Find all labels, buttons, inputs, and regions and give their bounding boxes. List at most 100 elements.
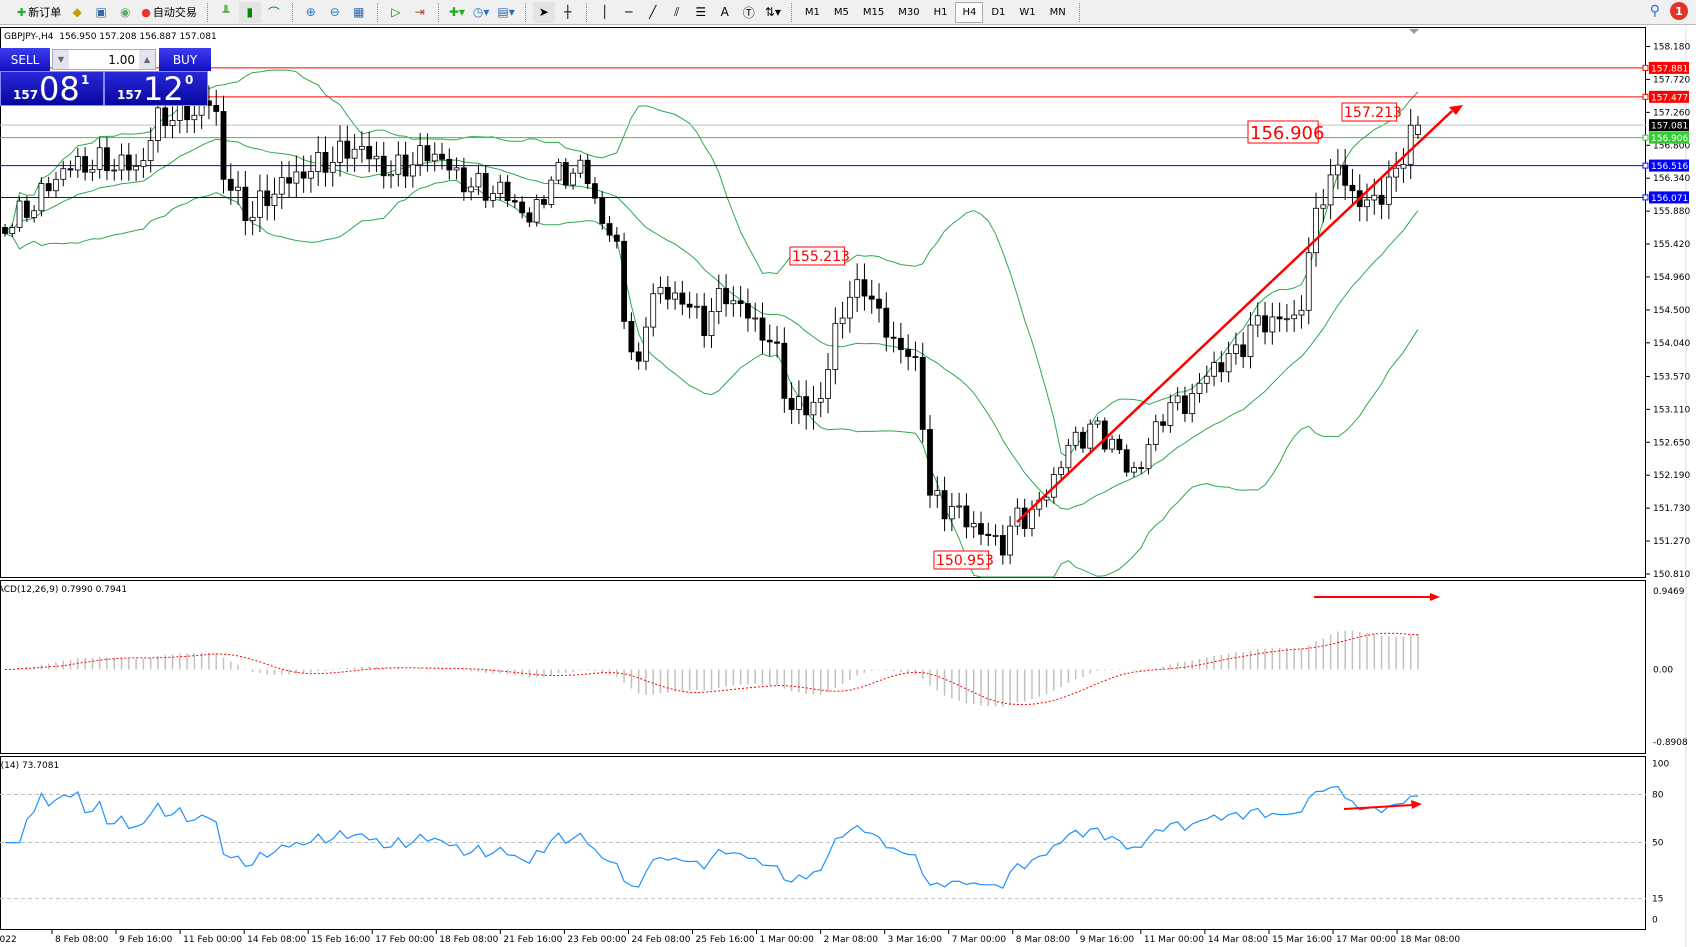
tile-windows-button[interactable]: ▦ (348, 2, 370, 23)
timeframe-h4[interactable]: H4 (955, 1, 984, 23)
cursor-button[interactable]: ➤ (532, 1, 555, 23)
templates-button[interactable]: ▤▾ (494, 2, 517, 23)
indicators-button[interactable]: ✚▾ (446, 2, 468, 23)
search-icon[interactable]: ⚲ (1649, 3, 1660, 19)
lot-size-input[interactable]: 1.00 (108, 52, 135, 67)
sell-button[interactable]: SELL (0, 48, 50, 71)
periods-button[interactable]: ◷▾ (470, 2, 493, 23)
fibonacci-button[interactable]: ☰ (690, 2, 712, 23)
new-order-icon: ✚ (17, 5, 27, 19)
candle-body (1123, 449, 1130, 473)
candle-body (548, 179, 555, 205)
candle-body (1298, 309, 1305, 316)
candle-body (140, 160, 147, 167)
lot-increase-icon[interactable]: ▲ (139, 50, 155, 69)
shift-marker-icon[interactable] (1409, 29, 1419, 34)
timeframe-mn[interactable]: MN (1049, 6, 1066, 18)
candle-body (366, 145, 373, 160)
crosshair-button[interactable]: ┼ (557, 2, 579, 23)
candle-body (125, 154, 132, 171)
chart-area[interactable]: 157.213 156.906 155.213 150.953 158.180 157.… (0, 25, 1696, 947)
candle-body (1116, 438, 1123, 451)
candle-body (978, 523, 984, 535)
buy-price[interactable]: 157 12 0 (104, 70, 208, 108)
lot-decrease-icon[interactable]: ▼ (53, 50, 69, 69)
candle-body (606, 223, 613, 236)
auto-trading-button[interactable]: ● 自动交易 (141, 5, 197, 20)
candle-body (759, 317, 766, 341)
price-tick-label: 156.340 (1653, 174, 1690, 184)
line-chart-button[interactable]: ⌒ (263, 2, 285, 23)
bar-chart-button[interactable]: ╨ (215, 2, 237, 23)
notification-badge[interactable]: 1 (1670, 2, 1688, 20)
timeframe-d1[interactable]: D1 (991, 6, 1006, 18)
line-handle-icon (1642, 134, 1649, 141)
candle-body (694, 305, 700, 308)
candle-body (934, 490, 941, 496)
arrows-button[interactable]: ⇅▾ (762, 2, 784, 23)
timeframe-m1[interactable]: M1 (804, 6, 820, 18)
lot-size-stepper[interactable]: ▼ 1.00 ▲ (52, 49, 156, 70)
market-watch-button[interactable]: ◆ (66, 2, 88, 23)
time-axis-label: 23 Feb 00:00 (567, 935, 626, 945)
price-tick-label: 155.880 (1653, 207, 1690, 217)
candle-body (191, 114, 198, 121)
horizontal-line-button[interactable]: ─ (618, 2, 640, 23)
candle-body (1007, 525, 1014, 556)
candle-body (679, 292, 686, 305)
candle-body (1393, 167, 1400, 178)
candle-body (1291, 314, 1298, 320)
candle-body (562, 162, 569, 186)
candle-body (1109, 438, 1115, 450)
zoom-out-button[interactable]: ⊖ (324, 2, 346, 23)
candle-body (788, 397, 795, 410)
candle-body (1174, 395, 1181, 404)
time-axis-label: 8 Mar 08:00 (1016, 935, 1071, 945)
channel-button[interactable]: ⫽ (666, 2, 688, 23)
vertical-line-button[interactable]: │ (594, 2, 616, 23)
text-label-button[interactable]: Ⓣ (738, 2, 760, 23)
clock-icon: ◷▾ (472, 5, 490, 19)
timeframe-h1[interactable]: H1 (933, 6, 948, 18)
sell-price[interactable]: 157 08 1 (0, 70, 104, 108)
timeframe-m15[interactable]: M15 (862, 6, 885, 18)
navigator-button[interactable]: ▣ (90, 2, 112, 23)
timeframe-w1[interactable]: W1 (1019, 6, 1036, 18)
candle-body (1233, 344, 1239, 354)
candle-body (628, 320, 635, 353)
candle-body (1276, 316, 1283, 320)
signals-button[interactable]: ◉ (114, 2, 136, 23)
text-button[interactable]: A (714, 2, 736, 23)
zoom-out-icon: ⊖ (329, 5, 340, 19)
chart-header: GBPJPY-,H4 156.950 157.208 156.887 157.0… (4, 32, 217, 42)
line-chart-icon: ⌒ (267, 5, 280, 20)
chart-shift-button[interactable]: ⇥ (409, 2, 431, 23)
cursor-icon: ➤ (538, 5, 549, 19)
candle-body (147, 140, 154, 162)
trendline-arrow-icon (1449, 105, 1463, 115)
candle-body (846, 296, 853, 319)
candle-body (992, 535, 999, 537)
rsi-axis-label: 50 (1652, 839, 1664, 849)
macd-signal-line (4, 632, 1419, 706)
bollinger-bands (4, 69, 1419, 578)
time-axis-label: 3 Mar 16:00 (888, 935, 943, 945)
timeframe-m5[interactable]: M5 (833, 6, 849, 18)
candle-body (1080, 431, 1086, 449)
macd-arrow-icon (1430, 593, 1440, 601)
candle-body (1262, 315, 1268, 333)
price-tick-label: 157.720 (1653, 75, 1690, 85)
zoom-in-button[interactable]: ⊕ (300, 2, 322, 23)
candlestick-button[interactable]: ▮ (238, 1, 261, 23)
auto-scroll-button[interactable]: ▷ (385, 2, 407, 23)
candle-body (876, 298, 882, 309)
buy-button[interactable]: BUY (159, 48, 211, 71)
zoom-in-icon: ⊕ (305, 5, 316, 19)
candle-body (781, 342, 788, 399)
time-axis-label: Feb 2022 (0, 935, 17, 945)
candle-body (905, 349, 912, 357)
trendline-button[interactable]: ╱ (642, 2, 664, 23)
new-order-button[interactable]: ✚ 新订单 (17, 5, 62, 20)
candle-body (388, 173, 394, 177)
timeframe-m30[interactable]: M30 (898, 6, 920, 18)
